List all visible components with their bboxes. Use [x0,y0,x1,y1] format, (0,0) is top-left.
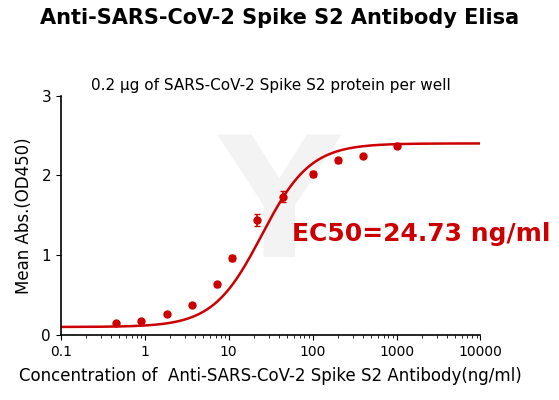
Title: 0.2 µg of SARS-CoV-2 Spike S2 protein per well: 0.2 µg of SARS-CoV-2 Spike S2 protein pe… [91,78,451,93]
Text: EC50=24.73 ng/ml: EC50=24.73 ng/ml [292,222,550,246]
Text: Anti-SARS-CoV-2 Spike S2 Antibody Elisa: Anti-SARS-CoV-2 Spike S2 Antibody Elisa [40,8,519,28]
Y-axis label: Mean Abs.(OD450): Mean Abs.(OD450) [15,137,33,294]
Text: Y: Y [219,129,339,292]
X-axis label: Concentration of  Anti-SARS-CoV-2 Spike S2 Antibody(ng/ml): Concentration of Anti-SARS-CoV-2 Spike S… [19,367,522,385]
